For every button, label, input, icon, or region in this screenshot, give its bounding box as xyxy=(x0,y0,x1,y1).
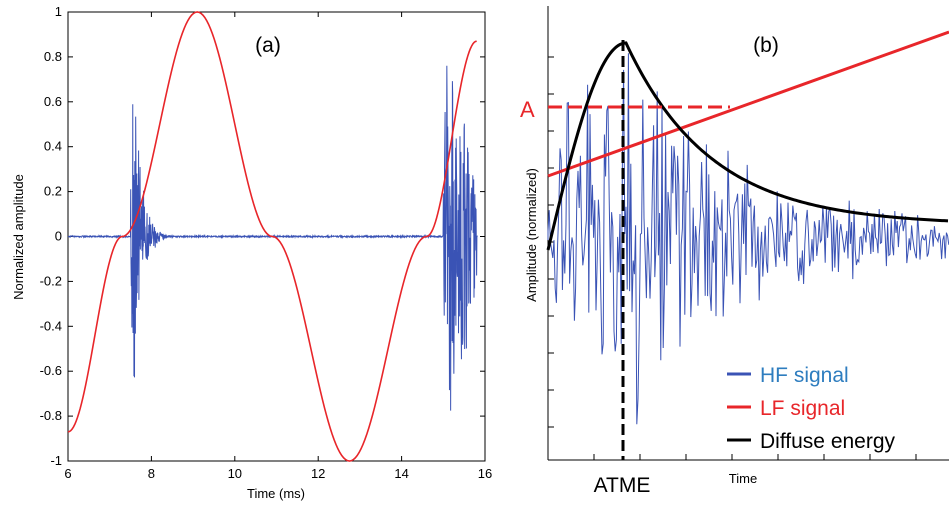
panel-a-y-tick-label: 0 xyxy=(55,229,62,244)
panel-a-y-tick-label: 0.2 xyxy=(44,184,62,199)
panel-a-y-tick-label: 0.4 xyxy=(44,139,62,154)
panel-a-x-tick-label: 14 xyxy=(394,466,408,481)
panel-b-hf-trace xyxy=(547,53,949,425)
panel-a-lf-trace xyxy=(67,11,477,462)
panel-a-lf-signal xyxy=(67,11,477,462)
panel-b-label: (b) xyxy=(753,34,779,57)
panel-b-lf-signal xyxy=(547,30,949,178)
panel-b-diffuse-trace xyxy=(546,41,949,251)
panel-b-legend: HF signal LF signal Diffuse energy xyxy=(727,364,896,453)
panel-a-ylabel: Normalized amplitude xyxy=(11,174,26,300)
legend-label: HF signal xyxy=(760,364,849,387)
panel-a-hf-signal xyxy=(67,65,478,411)
panel-a-y-tick-label: -0.8 xyxy=(40,408,62,423)
panel-a-label: (a) xyxy=(255,34,281,57)
panel-b-hf-signal xyxy=(547,53,949,425)
legend-label: Diffuse energy xyxy=(760,430,896,453)
panel-b-level-label: A xyxy=(520,97,535,122)
panel-a-ticks: 6 8 10 12 14 16 -1 -0.8 -0.6 -0.4 -0.2 0 0.2 0.4 0.6 0.… xyxy=(40,4,493,481)
panel-a-x-tick-label: 12 xyxy=(311,466,325,481)
panel-b-diffuse-energy xyxy=(546,41,949,251)
panel-a-x-tick-label: 16 xyxy=(478,466,492,481)
panel-a-y-tick-label: -0.2 xyxy=(40,273,62,288)
panel-b-lf-trace xyxy=(547,30,949,178)
legend-label: LF signal xyxy=(760,397,845,420)
panel-a-x-tick-label: 10 xyxy=(228,466,242,481)
panel-b-ylabel: Amplitude (normalized) xyxy=(524,168,539,302)
panel-b-atme-label: ATME xyxy=(594,474,651,497)
panel-a: 6 8 10 12 14 16 -1 -0.8 -0.6 -0.4 -0.2 0 0.2 0.4 0.6 0.… xyxy=(11,4,492,501)
panel-a-y-tick-label: 1 xyxy=(55,4,62,19)
panel-a-y-tick-label: 0.8 xyxy=(44,49,62,64)
panel-b: (b) A ATME Time Amplitude (normalized) H… xyxy=(520,6,949,497)
panel-a-x-tick-label: 8 xyxy=(148,466,155,481)
panel-a-x-tick-label: 6 xyxy=(64,466,71,481)
panel-a-y-tick-label: -0.4 xyxy=(40,318,62,333)
panel-a-y-tick-label: -0.6 xyxy=(40,363,62,378)
panel-a-xlabel: Time (ms) xyxy=(247,486,305,501)
panel-b-ticks xyxy=(548,56,917,460)
panel-a-hf-trace xyxy=(67,65,478,411)
panel-a-y-tick-label: 0.6 xyxy=(44,94,62,109)
panel-a-y-tick-label: -1 xyxy=(50,453,62,468)
panel-b-xlabel: Time xyxy=(729,471,757,486)
